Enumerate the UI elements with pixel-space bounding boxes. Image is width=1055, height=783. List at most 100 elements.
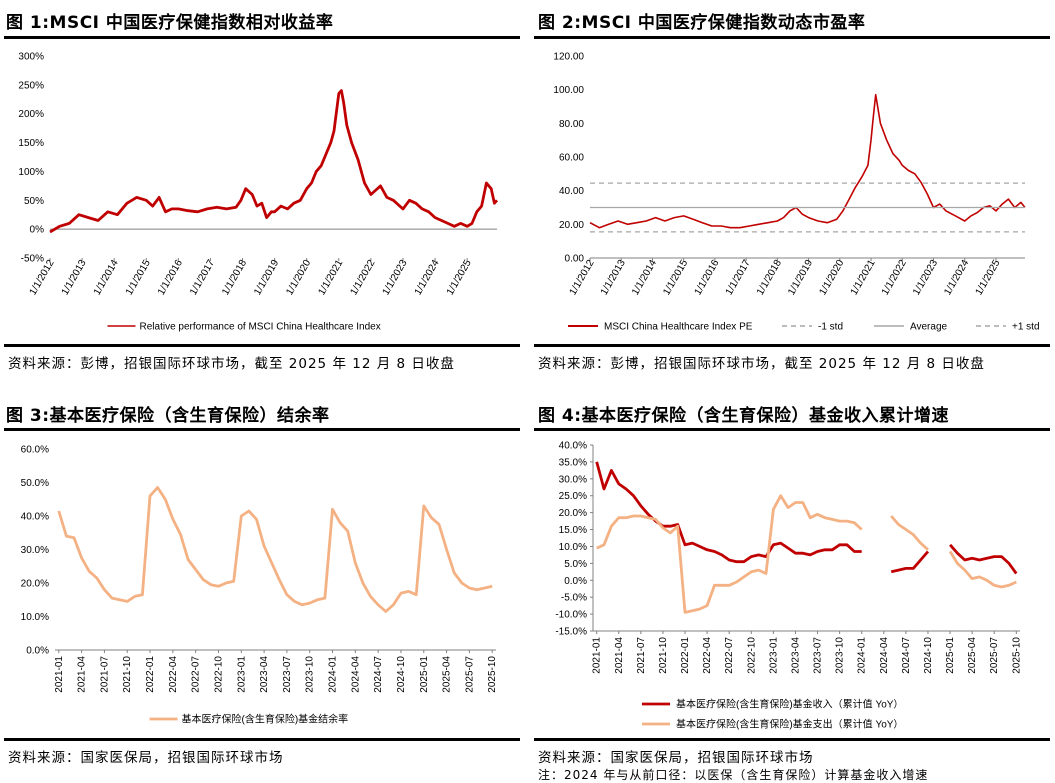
x-tick-label: 2025-01 (945, 637, 956, 674)
y-tick-label: 0% (30, 225, 45, 236)
x-tick-label: 2021-01 (54, 656, 65, 693)
chart-1: -50%0%50%100%150%200%250%300%1/1/2012 1/1… (18, 52, 499, 333)
y-tick-label: 0.00 (565, 254, 585, 265)
y-tick-label: 40.0% (559, 441, 587, 452)
x-tick-label: 2021-10 (122, 656, 133, 693)
x-tick-label: 2021-04 (77, 656, 88, 693)
y-tick-label: 150% (18, 138, 44, 149)
y-tick-label: 60.00 (559, 153, 584, 164)
x-tick-label: 2024-07 (373, 656, 384, 693)
x-tick-label: 2025-04 (442, 656, 453, 693)
x-tick-label: 1/1/2018 (220, 258, 249, 298)
x-tick-label: 2023-01 (236, 656, 247, 693)
x-tick-label: 2025-10 (1011, 637, 1022, 674)
x-tick-label: 2025-07 (989, 637, 1000, 674)
x-tick-label: 2021-10 (658, 637, 669, 674)
chart-2: 0.00 20.00 40.00 60.00 80.00 100.00 120.00 1/1/… (553, 52, 1039, 333)
x-tick-label: 2024-04 (350, 656, 361, 693)
x-tick-label: 1/1/2024 (942, 258, 971, 298)
figure-1-top-rule (4, 36, 520, 39)
figure-2-bottom-rule (534, 344, 1050, 347)
y-tick-label: 35.0% (559, 457, 587, 468)
series-line (596, 494, 863, 614)
x-tick-label: 1/1/2023 (381, 258, 410, 298)
figure-3-top-rule (4, 428, 520, 431)
figure-3-title: 图 3:基本医疗保险（含生育保险）结余率 (6, 406, 330, 426)
x-tick-label: 2025-10 (487, 656, 498, 693)
x-tick-label: 2022-10 (213, 656, 224, 693)
figure-2-top-rule (534, 36, 1050, 39)
y-tick-label: 15.0% (559, 525, 587, 536)
legend-label: Average (910, 322, 948, 333)
x-tick-label: 1/1/2019 (786, 258, 815, 298)
y-tick-label: 0.0% (564, 576, 587, 587)
x-tick-label: 1/1/2025 (445, 258, 474, 298)
x-tick-label: 2024-07 (901, 637, 912, 674)
y-tick-label: -5.0% (561, 593, 587, 604)
x-tick-label: 2022-01 (145, 656, 156, 693)
figure-2-title: 图 2:MSCI 中国医疗保健指数动态市盈率 (538, 13, 866, 33)
y-tick-label: 50% (24, 196, 44, 207)
x-tick-label: 1/1/2025 (974, 258, 1003, 298)
legend-label: 基本医疗保险(含生育保险)基金结余率 (182, 713, 349, 726)
x-tick-label: 1/1/2014 (92, 258, 121, 298)
x-tick-label: 2024-01 (857, 637, 868, 674)
x-tick-label: 1/1/2013 (599, 258, 628, 298)
figure-4-note: 注：2024 年与从前口径：以医保（含生育保险）计算基金收入增速 (538, 768, 929, 782)
x-tick-label: 2021-01 (592, 637, 603, 674)
x-tick-label: 2022-10 (746, 637, 757, 674)
figure-4-title: 图 4:基本医疗保险（含生育保险）基金收入累计增速 (538, 406, 950, 426)
x-tick-label: 2023-07 (813, 637, 824, 674)
chart-4: -15.0% -10.0% -5.0% 0.0% 5.0% 10.0% 15.0% 20.0%… (555, 441, 1022, 731)
x-tick-label: 2023-10 (835, 637, 846, 674)
series-line (49, 89, 499, 234)
series-line (57, 486, 493, 613)
x-tick-label: 1/1/2016 (156, 258, 185, 298)
figure-1-source: 资料来源：彭博，招银国际环球市场，截至 2025 年 12 月 8 日收盘 (8, 356, 455, 372)
x-tick-label: 2025-04 (967, 637, 978, 674)
x-tick-label: 2023-04 (790, 637, 801, 674)
x-tick-label: 1/1/2017 (188, 258, 217, 298)
y-tick-label: 50.0% (21, 478, 49, 489)
x-tick-label: 1/1/2014 (630, 258, 659, 298)
y-tick-label: 25.0% (559, 491, 587, 502)
x-tick-label: 1/1/2022 (880, 258, 909, 298)
y-tick-label: 20.0% (559, 508, 587, 519)
series-line (949, 543, 1018, 575)
x-tick-label: 2025-07 (464, 656, 475, 693)
legend-label: -1 std (818, 322, 843, 333)
x-tick-label: 2024-10 (923, 637, 934, 674)
x-tick-label: 2022-04 (702, 637, 713, 674)
x-tick-label: 1/1/2017 (724, 258, 753, 298)
y-tick-label: 5.0% (564, 559, 587, 570)
x-tick-label: 2025-01 (419, 656, 430, 693)
y-tick-label: 20.00 (559, 220, 584, 231)
chart-3: 0.0% 10.0% 20.0% 30.0% 40.0% 50.0% 60.0% 2021-0… (21, 445, 499, 726)
legend-label: 基本医疗保险(含生育保险)基金支出（累计值 YoY） (676, 718, 903, 731)
figure-4-top-rule (534, 428, 1050, 431)
x-tick-label: 2024-10 (396, 656, 407, 693)
x-tick-label: 1/1/2024 (413, 258, 442, 298)
y-tick-label: 10.0% (559, 542, 587, 553)
x-tick-label: 1/1/2023 (911, 258, 940, 298)
x-tick-label: 1/1/2022 (348, 258, 377, 298)
y-tick-label: 20.0% (21, 579, 49, 590)
series-line (589, 93, 1026, 229)
legend-label: Relative performance of MSCI China Healt… (140, 322, 381, 333)
figure-4-bottom-rule (534, 738, 1050, 741)
x-tick-label: 2021-07 (636, 637, 647, 674)
x-tick-label: 2024-01 (328, 656, 339, 693)
y-tick-label: 30.0% (559, 474, 587, 485)
y-tick-label: 80.00 (559, 119, 584, 130)
x-tick-label: 2023-04 (259, 656, 270, 693)
x-tick-label: 2023-01 (768, 637, 779, 674)
y-tick-label: 30.0% (21, 545, 49, 556)
y-tick-label: 250% (18, 80, 44, 91)
y-tick-label: 100.00 (553, 85, 584, 96)
x-tick-label: 2022-07 (724, 637, 735, 674)
x-tick-label: 2022-04 (168, 656, 179, 693)
y-tick-label: 0.0% (26, 646, 49, 657)
x-tick-label: 1/1/2015 (661, 258, 690, 298)
x-tick-label: 1/1/2020 (817, 258, 846, 298)
x-tick-label: 2023-07 (282, 656, 293, 693)
